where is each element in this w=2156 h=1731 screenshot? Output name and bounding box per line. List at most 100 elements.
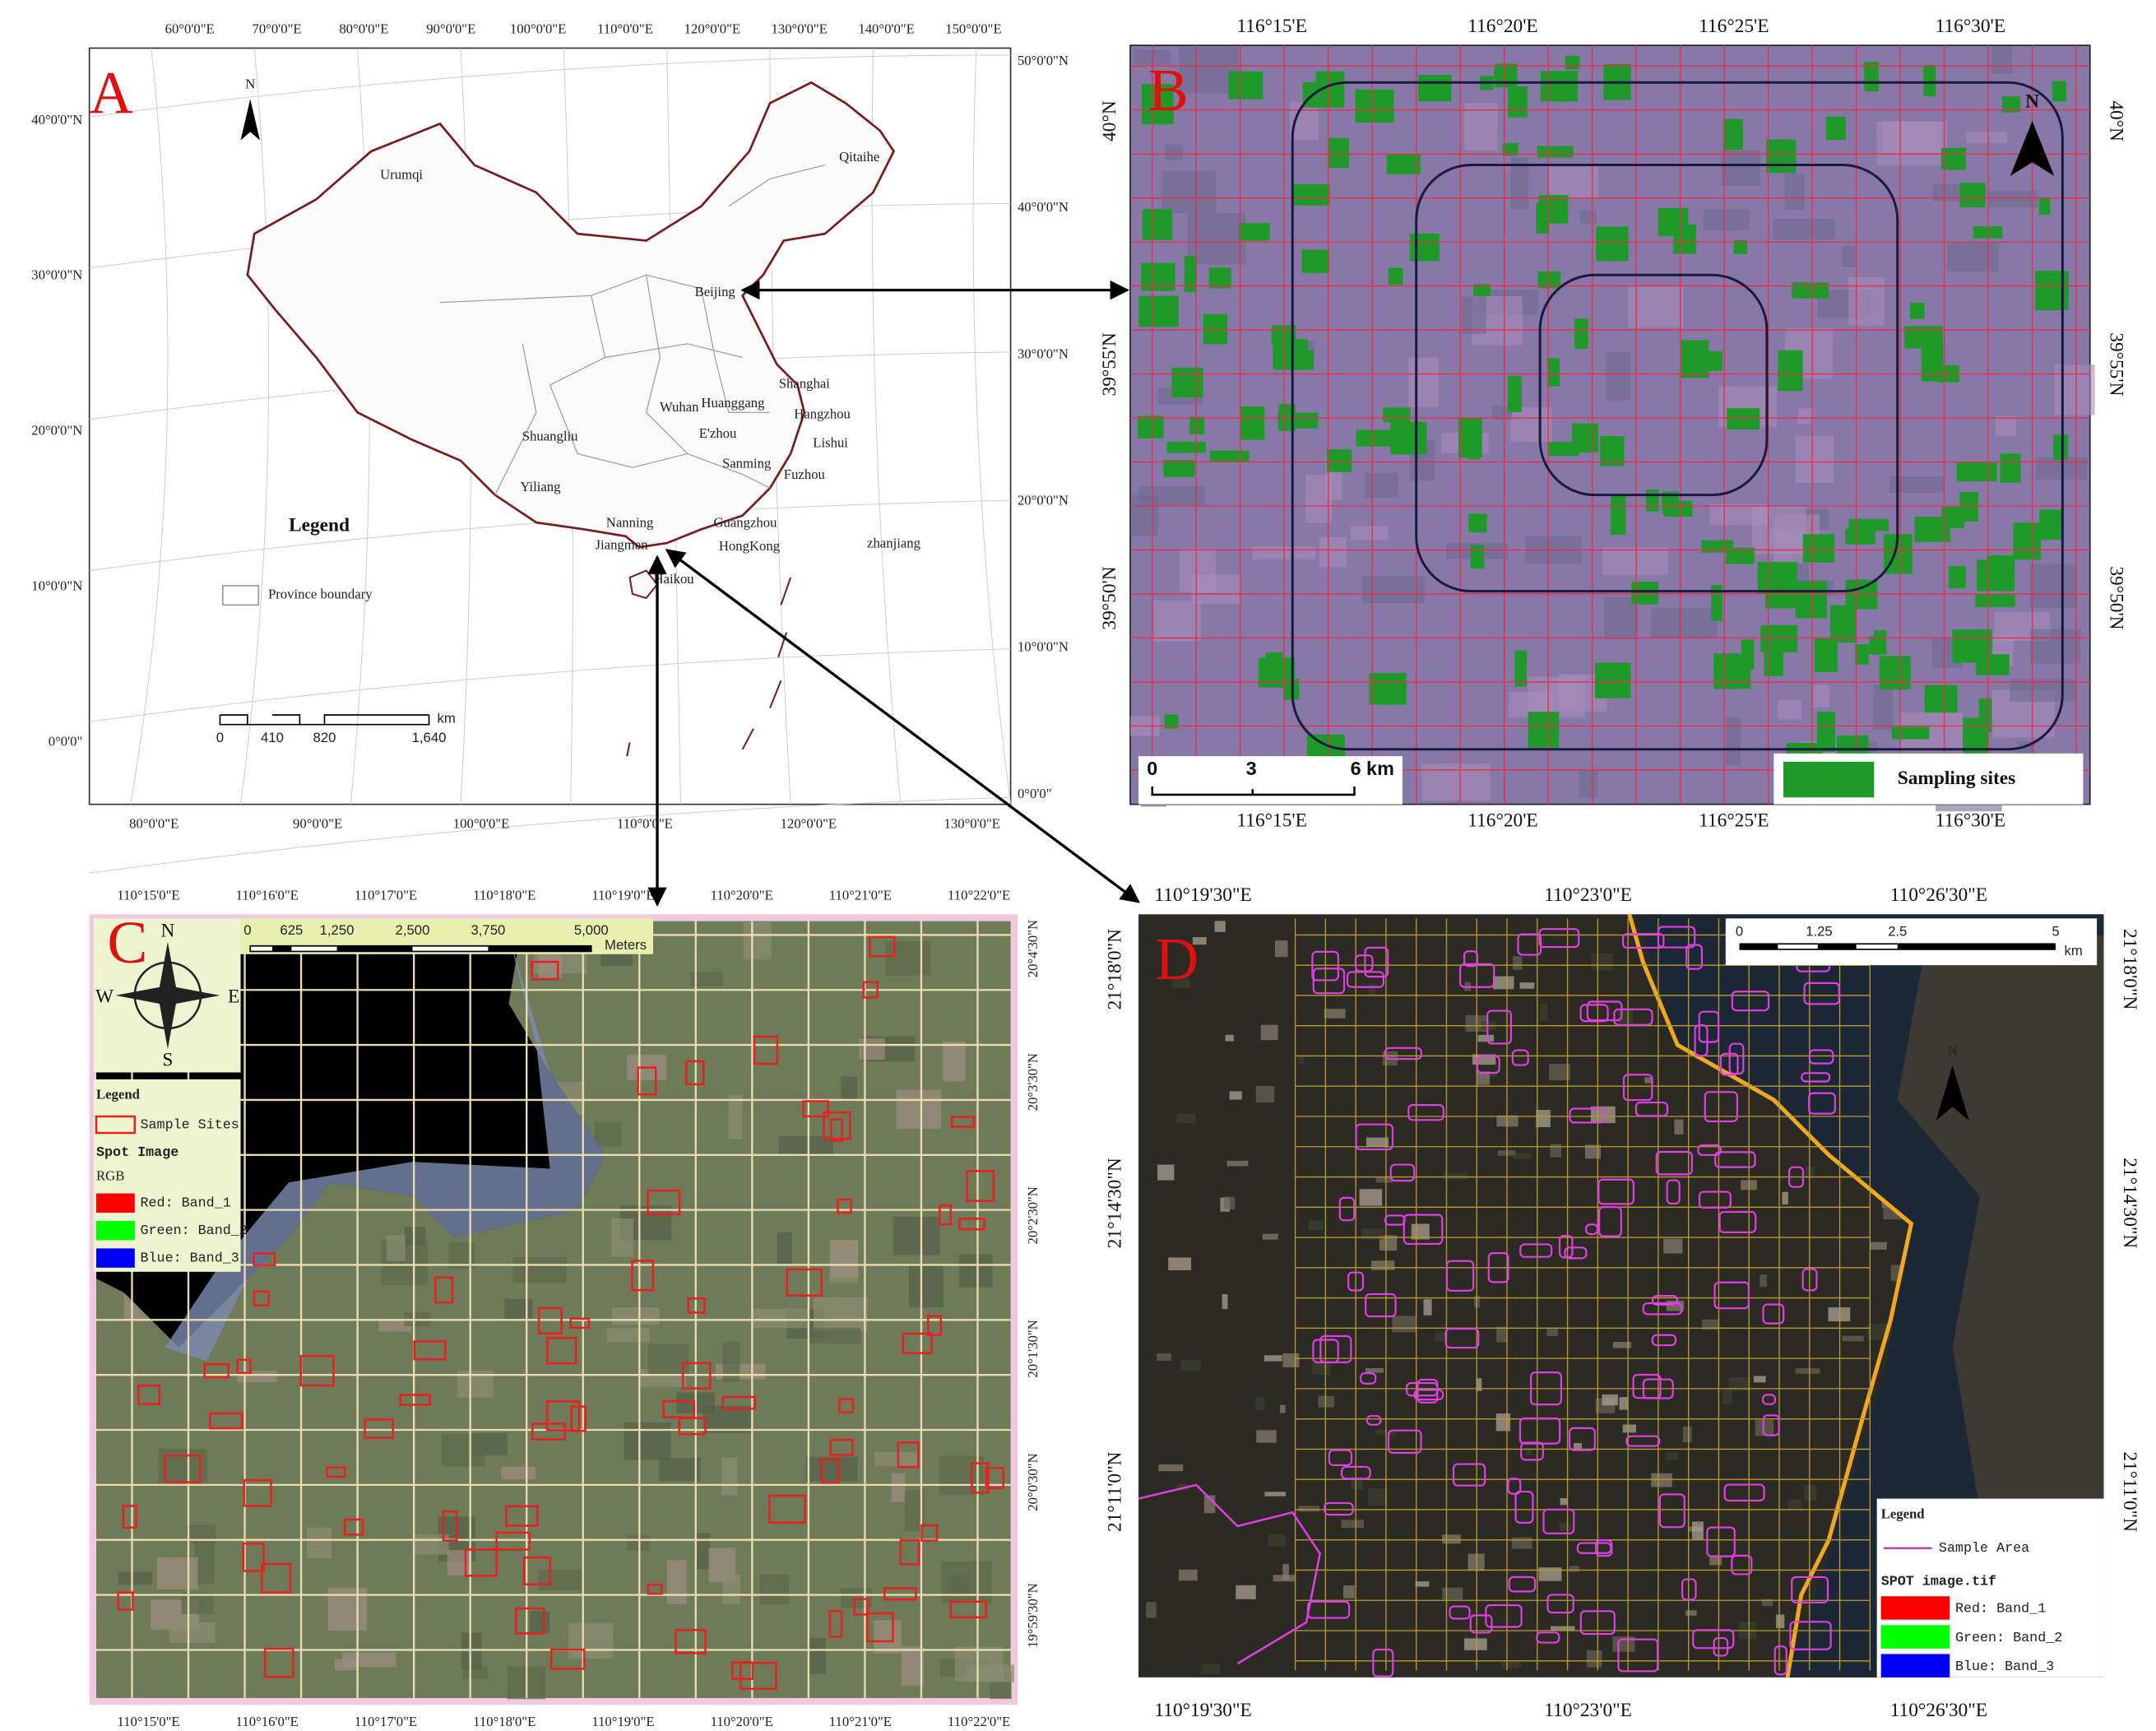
sampling-site [1142, 209, 1172, 240]
texture [307, 1527, 332, 1559]
texture [1778, 699, 1801, 720]
texture [1255, 1085, 1275, 1103]
place-name: Haikou [653, 571, 694, 587]
texture [1297, 1056, 1305, 1064]
ring-road [1415, 164, 1899, 593]
sample-site [531, 960, 559, 981]
legend-item: Sample Area [1939, 1541, 2029, 1557]
sample-site [820, 1458, 840, 1484]
island [1897, 935, 2104, 1678]
texture [1579, 210, 1597, 224]
scale-label: 1,250 [320, 922, 355, 938]
texture [1274, 940, 1288, 958]
texture [1665, 1452, 1678, 1460]
sample-area [1452, 1463, 1486, 1487]
texture [1795, 1368, 1820, 1374]
texture [722, 1574, 741, 1604]
texture [612, 1307, 660, 1325]
bottom-tick-label: 116°30'E [1936, 810, 2005, 832]
left-tick-label: 40°N [1099, 100, 1120, 142]
legend-item: Blue: Band_3 [1955, 1659, 2054, 1675]
texture [501, 1466, 536, 1479]
sampling-site [2013, 522, 2041, 560]
texture [1201, 1664, 1220, 1675]
place-name: Huanggang [701, 395, 765, 411]
texture [1501, 1662, 1522, 1668]
sample-site [853, 1598, 869, 1616]
sample-site [570, 1405, 587, 1432]
scale-label: 1,640 [412, 730, 447, 745]
texture [1298, 1506, 1319, 1512]
texture [1408, 357, 1439, 408]
top-tick-label: 110°23'0"E [1544, 884, 1632, 906]
sampling-site [1924, 685, 1958, 713]
sample-area [1728, 1042, 1745, 1075]
sampling-site [1468, 513, 1487, 533]
sampling-site [1508, 86, 1528, 118]
sample-area [1613, 1008, 1653, 1026]
sample-site [203, 1362, 230, 1379]
sample-site [721, 1395, 757, 1410]
sample-area [1546, 1594, 1574, 1614]
sample-area [1597, 1178, 1635, 1205]
sample-area [1666, 1179, 1681, 1205]
sample-area [1655, 1151, 1693, 1176]
texture [759, 1574, 790, 1605]
sample-area [1723, 1483, 1765, 1501]
sample-area [1365, 1414, 1382, 1426]
sampling-site [1792, 282, 1829, 299]
sampling-site [1203, 313, 1227, 345]
right-tick-label: 20°4'30"N [1025, 920, 1041, 977]
texture [2029, 564, 2077, 608]
sample-area [1519, 1243, 1553, 1258]
sample-site [902, 1332, 933, 1354]
sample-area [1801, 1268, 1818, 1292]
sampling-site [1164, 714, 1179, 729]
north-label: N [1948, 1042, 1958, 1058]
sampling-site [2001, 96, 2021, 113]
top-tick-label: 116°30'E [1936, 16, 2005, 37]
sample-area [1576, 1542, 1612, 1554]
texture [441, 1433, 485, 1467]
sample-area [1634, 1101, 1669, 1117]
sample-area [1685, 944, 1704, 970]
texture [1691, 1521, 1704, 1539]
compass-label: E [228, 986, 239, 1008]
sample-area [1328, 1449, 1353, 1466]
texture [808, 1637, 826, 1674]
sample-site [236, 1358, 252, 1374]
sample-site [545, 1400, 581, 1432]
place-name: Wuhan [660, 399, 699, 415]
place-name: Lishui [813, 435, 848, 451]
sample-area [1487, 1252, 1509, 1283]
scale-label: 0 [1736, 923, 1743, 939]
sampling-site [1600, 436, 1625, 466]
sampling-site [1571, 423, 1599, 452]
sample-area [1511, 1049, 1529, 1066]
scale-label: 6 km [1351, 758, 1394, 779]
place-name: Qitaihe [839, 149, 879, 165]
sample-area [1347, 1271, 1365, 1292]
texture [1392, 1316, 1416, 1333]
top-tick-label: 110°19'0"E [591, 887, 654, 903]
sampling-site [1874, 630, 1887, 655]
bottom-tick-label: 110°21'0"E [829, 1714, 892, 1729]
sample-site [515, 1607, 545, 1635]
sample-area [1365, 1292, 1397, 1318]
bottom-tick-label: 130°0'0"E [944, 816, 1000, 832]
sample-site [442, 1510, 458, 1542]
sample-site [823, 1111, 851, 1140]
sampling-site [1764, 582, 1799, 609]
sampling-site [1355, 89, 1394, 123]
texture [1651, 607, 1718, 638]
sample-site [950, 1116, 976, 1128]
sample-area [1538, 928, 1580, 949]
legend-swatch [96, 1193, 135, 1213]
sample-site [897, 1441, 920, 1469]
bottom-tick-label: 116°20'E [1467, 810, 1537, 832]
sample-area [1718, 1210, 1757, 1233]
sampling-site [1766, 139, 1797, 174]
sample-site [685, 1060, 705, 1086]
